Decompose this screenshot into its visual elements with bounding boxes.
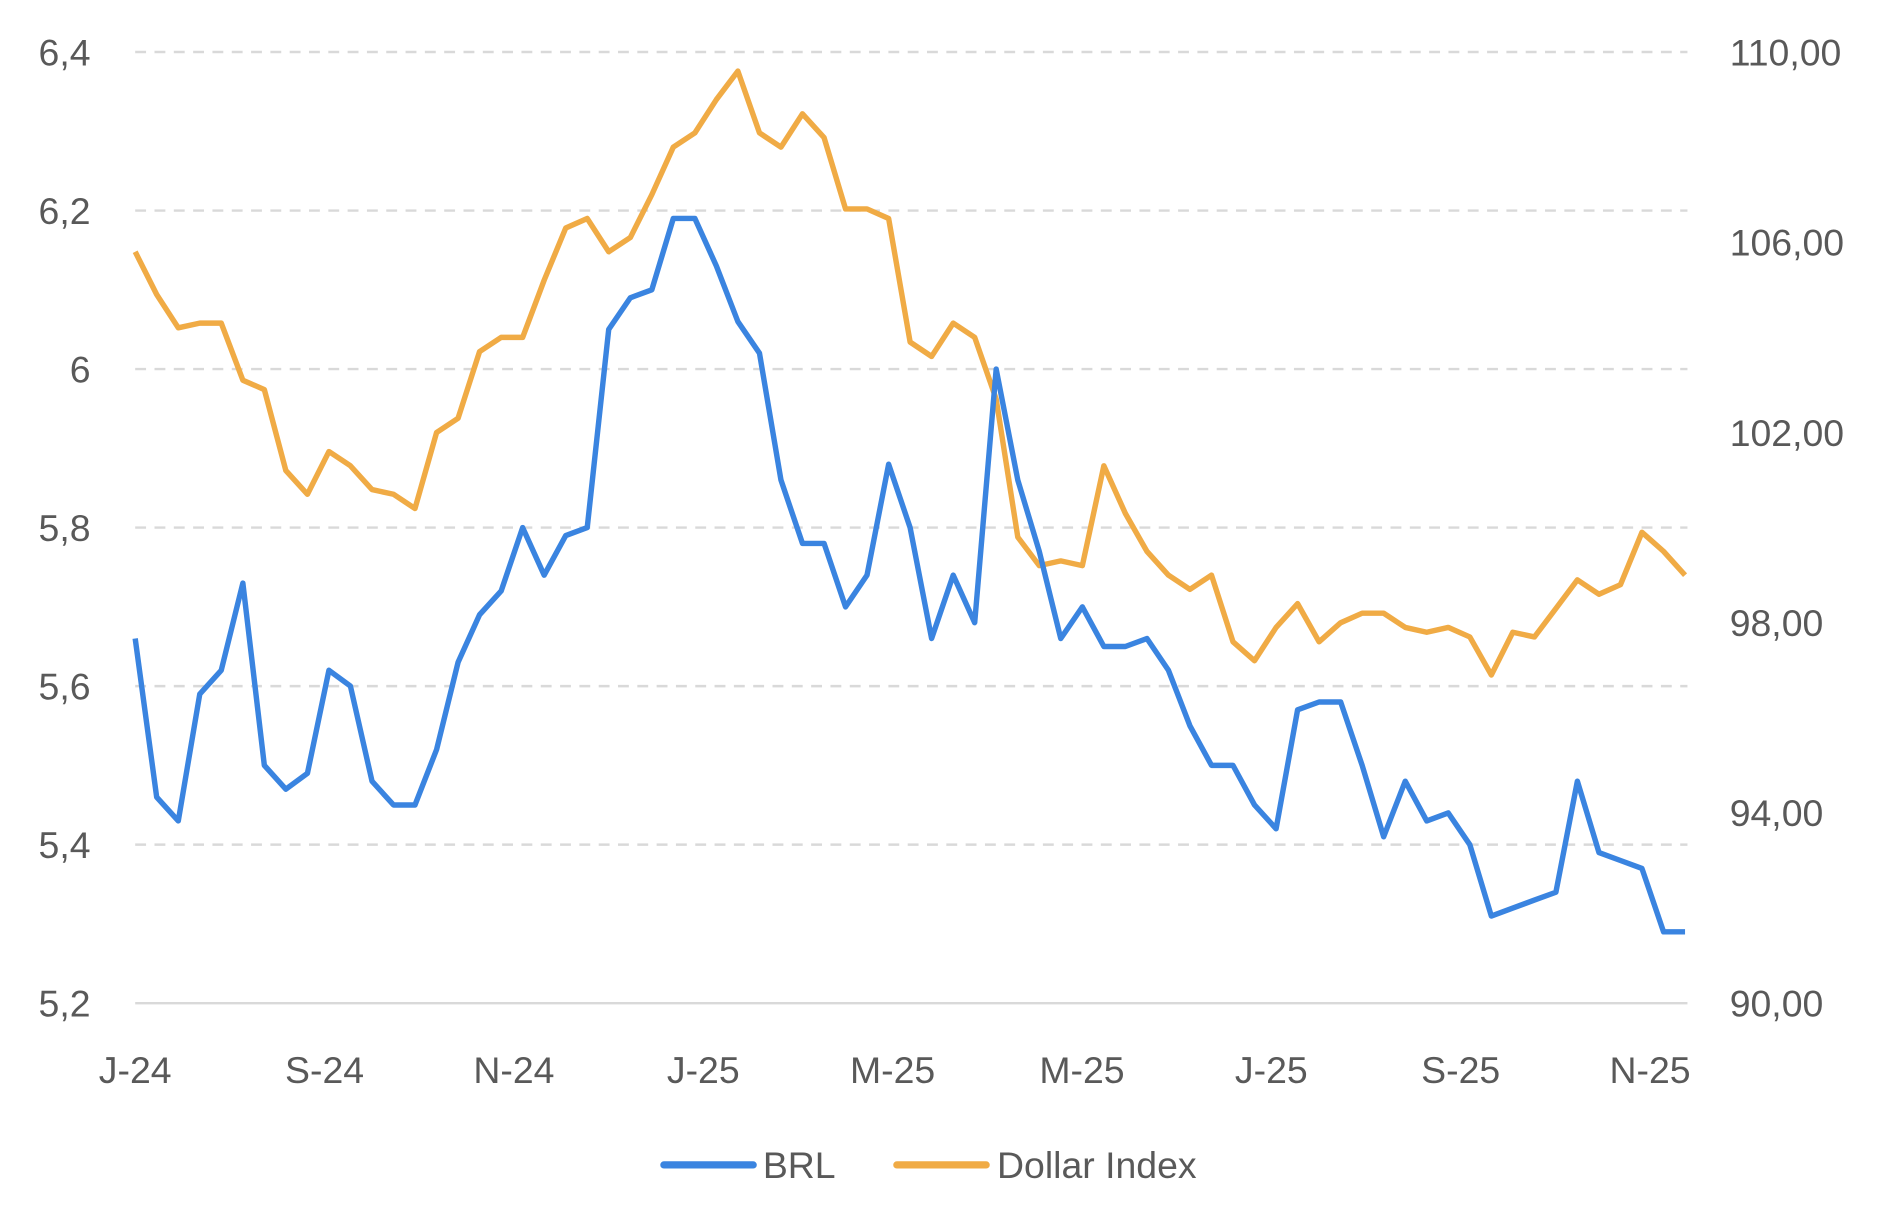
y2-tick-label: 98,00 <box>1730 602 1824 644</box>
x-tick-label: J-24 <box>99 1049 172 1091</box>
y-axis-right: 90,00 94,00 98,00 102,00 106,00 110,00 <box>1730 31 1844 1024</box>
y2-tick-label: 94,00 <box>1730 792 1824 834</box>
y-axis-left: 5,2 5,4 5,6 5,8 6 6,2 6,4 <box>39 31 91 1024</box>
y2-tick-label: 106,00 <box>1730 222 1844 264</box>
x-tick-label: M-25 <box>850 1049 935 1091</box>
y-tick-label: 6,4 <box>39 31 91 73</box>
legend-label-dollar-index: Dollar Index <box>997 1144 1197 1186</box>
y2-tick-label: 110,00 <box>1730 31 1842 73</box>
x-axis: J-24 S-24 N-24 J-25 M-25 M-25 J-25 S-25 N-25 <box>99 1049 1691 1091</box>
series-line-dollar-index <box>132 68 1688 678</box>
y2-tick-label: 90,00 <box>1730 982 1824 1024</box>
gridlines <box>135 50 1688 1005</box>
y-tick-label: 6 <box>70 348 91 390</box>
y-tick-label: 5,6 <box>39 665 91 707</box>
legend: BRL Dollar Index <box>660 1144 1197 1186</box>
y-tick-label: 6,2 <box>39 190 91 232</box>
legend-label-brl: BRL <box>763 1144 836 1186</box>
series-lines <box>132 68 1688 935</box>
x-tick-label: J-25 <box>667 1049 740 1091</box>
y-tick-label: 5,8 <box>39 507 91 549</box>
y2-tick-label: 102,00 <box>1730 412 1844 454</box>
x-tick-label: J-25 <box>1235 1049 1308 1091</box>
x-tick-label: N-25 <box>1610 1049 1691 1091</box>
y-tick-label: 5,2 <box>39 982 91 1024</box>
x-tick-label: M-25 <box>1039 1049 1124 1091</box>
x-tick-label: N-24 <box>473 1049 554 1091</box>
series-line-brl <box>132 215 1686 935</box>
y-tick-label: 5,4 <box>39 824 91 866</box>
x-tick-label: S-25 <box>1421 1049 1500 1091</box>
x-tick-label: S-24 <box>285 1049 364 1091</box>
